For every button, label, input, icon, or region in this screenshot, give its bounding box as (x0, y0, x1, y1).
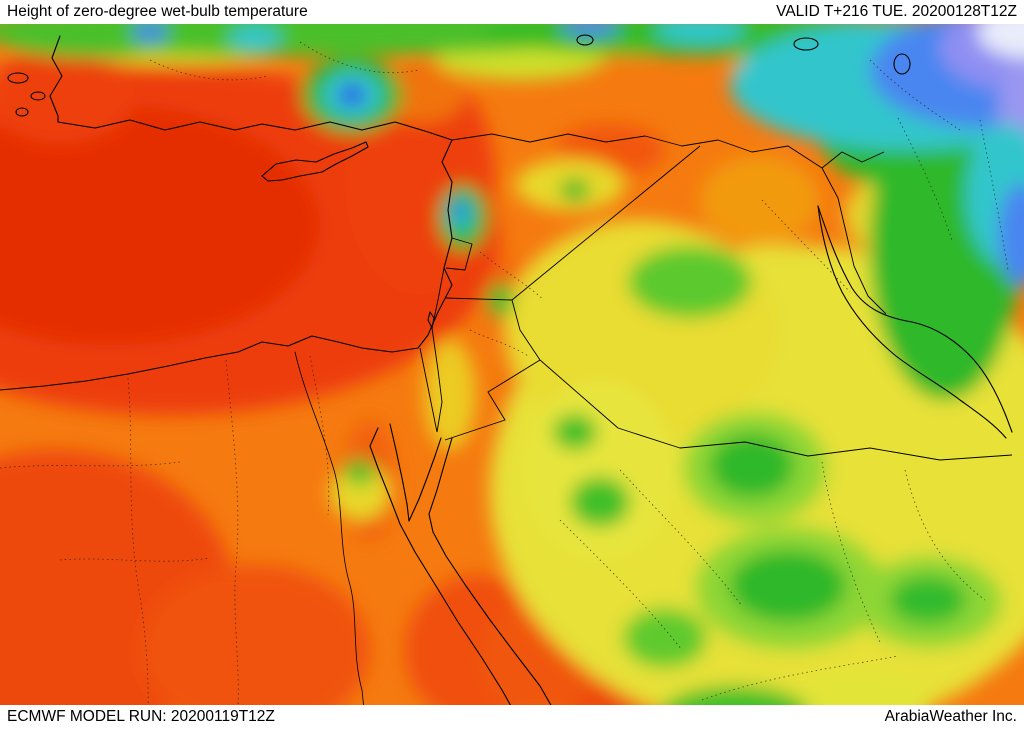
header-bar: Height of zero-degree wet-bulb temperatu… (0, 0, 1024, 24)
map-area (0, 24, 1024, 705)
nile-river (294, 351, 364, 705)
valid-time-label: VALID T+216 TUE. 20200128T12Z (776, 3, 1017, 20)
credit-label: ArabiaWeather Inc. (884, 708, 1017, 725)
persian-gulf-north-shore (817, 205, 1013, 433)
map-title: Height of zero-degree wet-bulb temperatu… (7, 3, 308, 20)
coastlines (0, 34, 1013, 705)
contour-field (0, 24, 1024, 705)
weather-map (0, 24, 1024, 705)
footer-bar: ECMWF MODEL RUN: 20200119T12Z ArabiaWeat… (0, 705, 1024, 729)
lake (893, 53, 911, 75)
lake (793, 37, 819, 51)
admin-boundaries (0, 41, 1009, 705)
persian-gulf-south-shore (817, 205, 1007, 439)
country-borders (419, 133, 1013, 461)
lake (576, 34, 594, 46)
model-run-label: ECMWF MODEL RUN: 20200119T12Z (7, 708, 275, 725)
cyprus-island (261, 141, 369, 182)
